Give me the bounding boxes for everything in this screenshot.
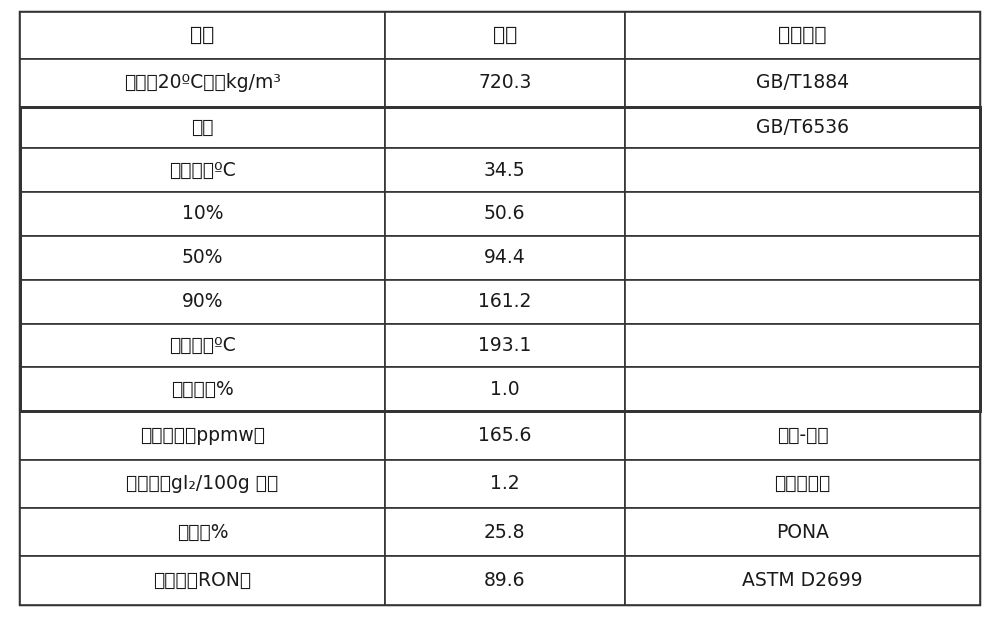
Bar bbox=[625, 280, 980, 323]
Bar bbox=[625, 323, 980, 367]
Text: 165.6: 165.6 bbox=[478, 426, 531, 445]
Bar bbox=[385, 192, 625, 236]
Text: 25.8: 25.8 bbox=[484, 523, 526, 542]
Text: 193.1: 193.1 bbox=[478, 336, 531, 355]
Bar bbox=[385, 59, 625, 107]
Text: 项目: 项目 bbox=[190, 26, 215, 45]
Bar bbox=[625, 412, 980, 460]
Text: 结果: 结果 bbox=[493, 26, 517, 45]
Bar bbox=[20, 280, 385, 323]
Bar bbox=[385, 107, 625, 148]
Bar bbox=[625, 557, 980, 605]
Text: 50%: 50% bbox=[182, 248, 223, 267]
Bar bbox=[20, 508, 385, 557]
Text: 残留量，%: 残留量，% bbox=[171, 380, 234, 399]
Text: 10%: 10% bbox=[182, 204, 223, 223]
Bar bbox=[625, 367, 980, 412]
Bar bbox=[385, 508, 625, 557]
Text: 密度（20ºC），kg/m³: 密度（20ºC），kg/m³ bbox=[124, 73, 281, 93]
Bar bbox=[20, 460, 385, 508]
Bar bbox=[625, 148, 980, 192]
Text: 流程: 流程 bbox=[191, 118, 214, 137]
Text: GB/T1884: GB/T1884 bbox=[756, 73, 849, 93]
Bar bbox=[625, 107, 980, 148]
Bar bbox=[625, 460, 980, 508]
Text: PONA: PONA bbox=[776, 523, 829, 542]
Text: 720.3: 720.3 bbox=[478, 73, 531, 93]
Text: GB/T6536: GB/T6536 bbox=[756, 118, 849, 137]
Bar bbox=[385, 412, 625, 460]
Text: 初馏点，ºC: 初馏点，ºC bbox=[169, 160, 236, 180]
Bar bbox=[385, 12, 625, 59]
Bar bbox=[625, 12, 980, 59]
Text: 试验方法: 试验方法 bbox=[778, 26, 827, 45]
Bar bbox=[20, 192, 385, 236]
Text: 烯烃，%: 烯烃，% bbox=[177, 523, 228, 542]
Bar bbox=[625, 59, 980, 107]
Text: 终馏点，ºC: 终馏点，ºC bbox=[169, 336, 236, 355]
Text: 34.5: 34.5 bbox=[484, 160, 526, 180]
Text: 辛烷值（RON）: 辛烷值（RON） bbox=[153, 571, 251, 590]
Bar bbox=[20, 323, 385, 367]
Bar bbox=[20, 148, 385, 192]
Bar bbox=[20, 557, 385, 605]
Text: 89.6: 89.6 bbox=[484, 571, 526, 590]
Bar bbox=[625, 236, 980, 280]
Text: 1.2: 1.2 bbox=[490, 474, 520, 493]
Bar bbox=[385, 557, 625, 605]
Bar bbox=[20, 107, 385, 148]
Bar bbox=[20, 12, 385, 59]
Bar bbox=[20, 107, 980, 412]
Text: 马来酸酐法: 马来酸酐法 bbox=[774, 474, 831, 493]
Text: ASTM D2699: ASTM D2699 bbox=[742, 571, 863, 590]
Bar bbox=[385, 148, 625, 192]
Text: 94.4: 94.4 bbox=[484, 248, 526, 267]
Text: 紫外-荧光: 紫外-荧光 bbox=[777, 426, 828, 445]
Bar bbox=[385, 236, 625, 280]
Text: 总硫含量（ppmw）: 总硫含量（ppmw） bbox=[140, 426, 265, 445]
Bar bbox=[625, 508, 980, 557]
Text: 161.2: 161.2 bbox=[478, 292, 531, 311]
Bar bbox=[20, 236, 385, 280]
Text: 二烯值（gI₂/100g 油）: 二烯值（gI₂/100g 油） bbox=[126, 474, 279, 493]
Text: 50.6: 50.6 bbox=[484, 204, 526, 223]
Bar bbox=[385, 280, 625, 323]
Text: 1.0: 1.0 bbox=[490, 380, 520, 399]
Bar bbox=[385, 323, 625, 367]
Bar bbox=[20, 59, 385, 107]
Bar bbox=[625, 192, 980, 236]
Bar bbox=[385, 460, 625, 508]
Bar bbox=[20, 412, 385, 460]
Text: 90%: 90% bbox=[182, 292, 223, 311]
Bar bbox=[20, 367, 385, 412]
Bar bbox=[385, 367, 625, 412]
